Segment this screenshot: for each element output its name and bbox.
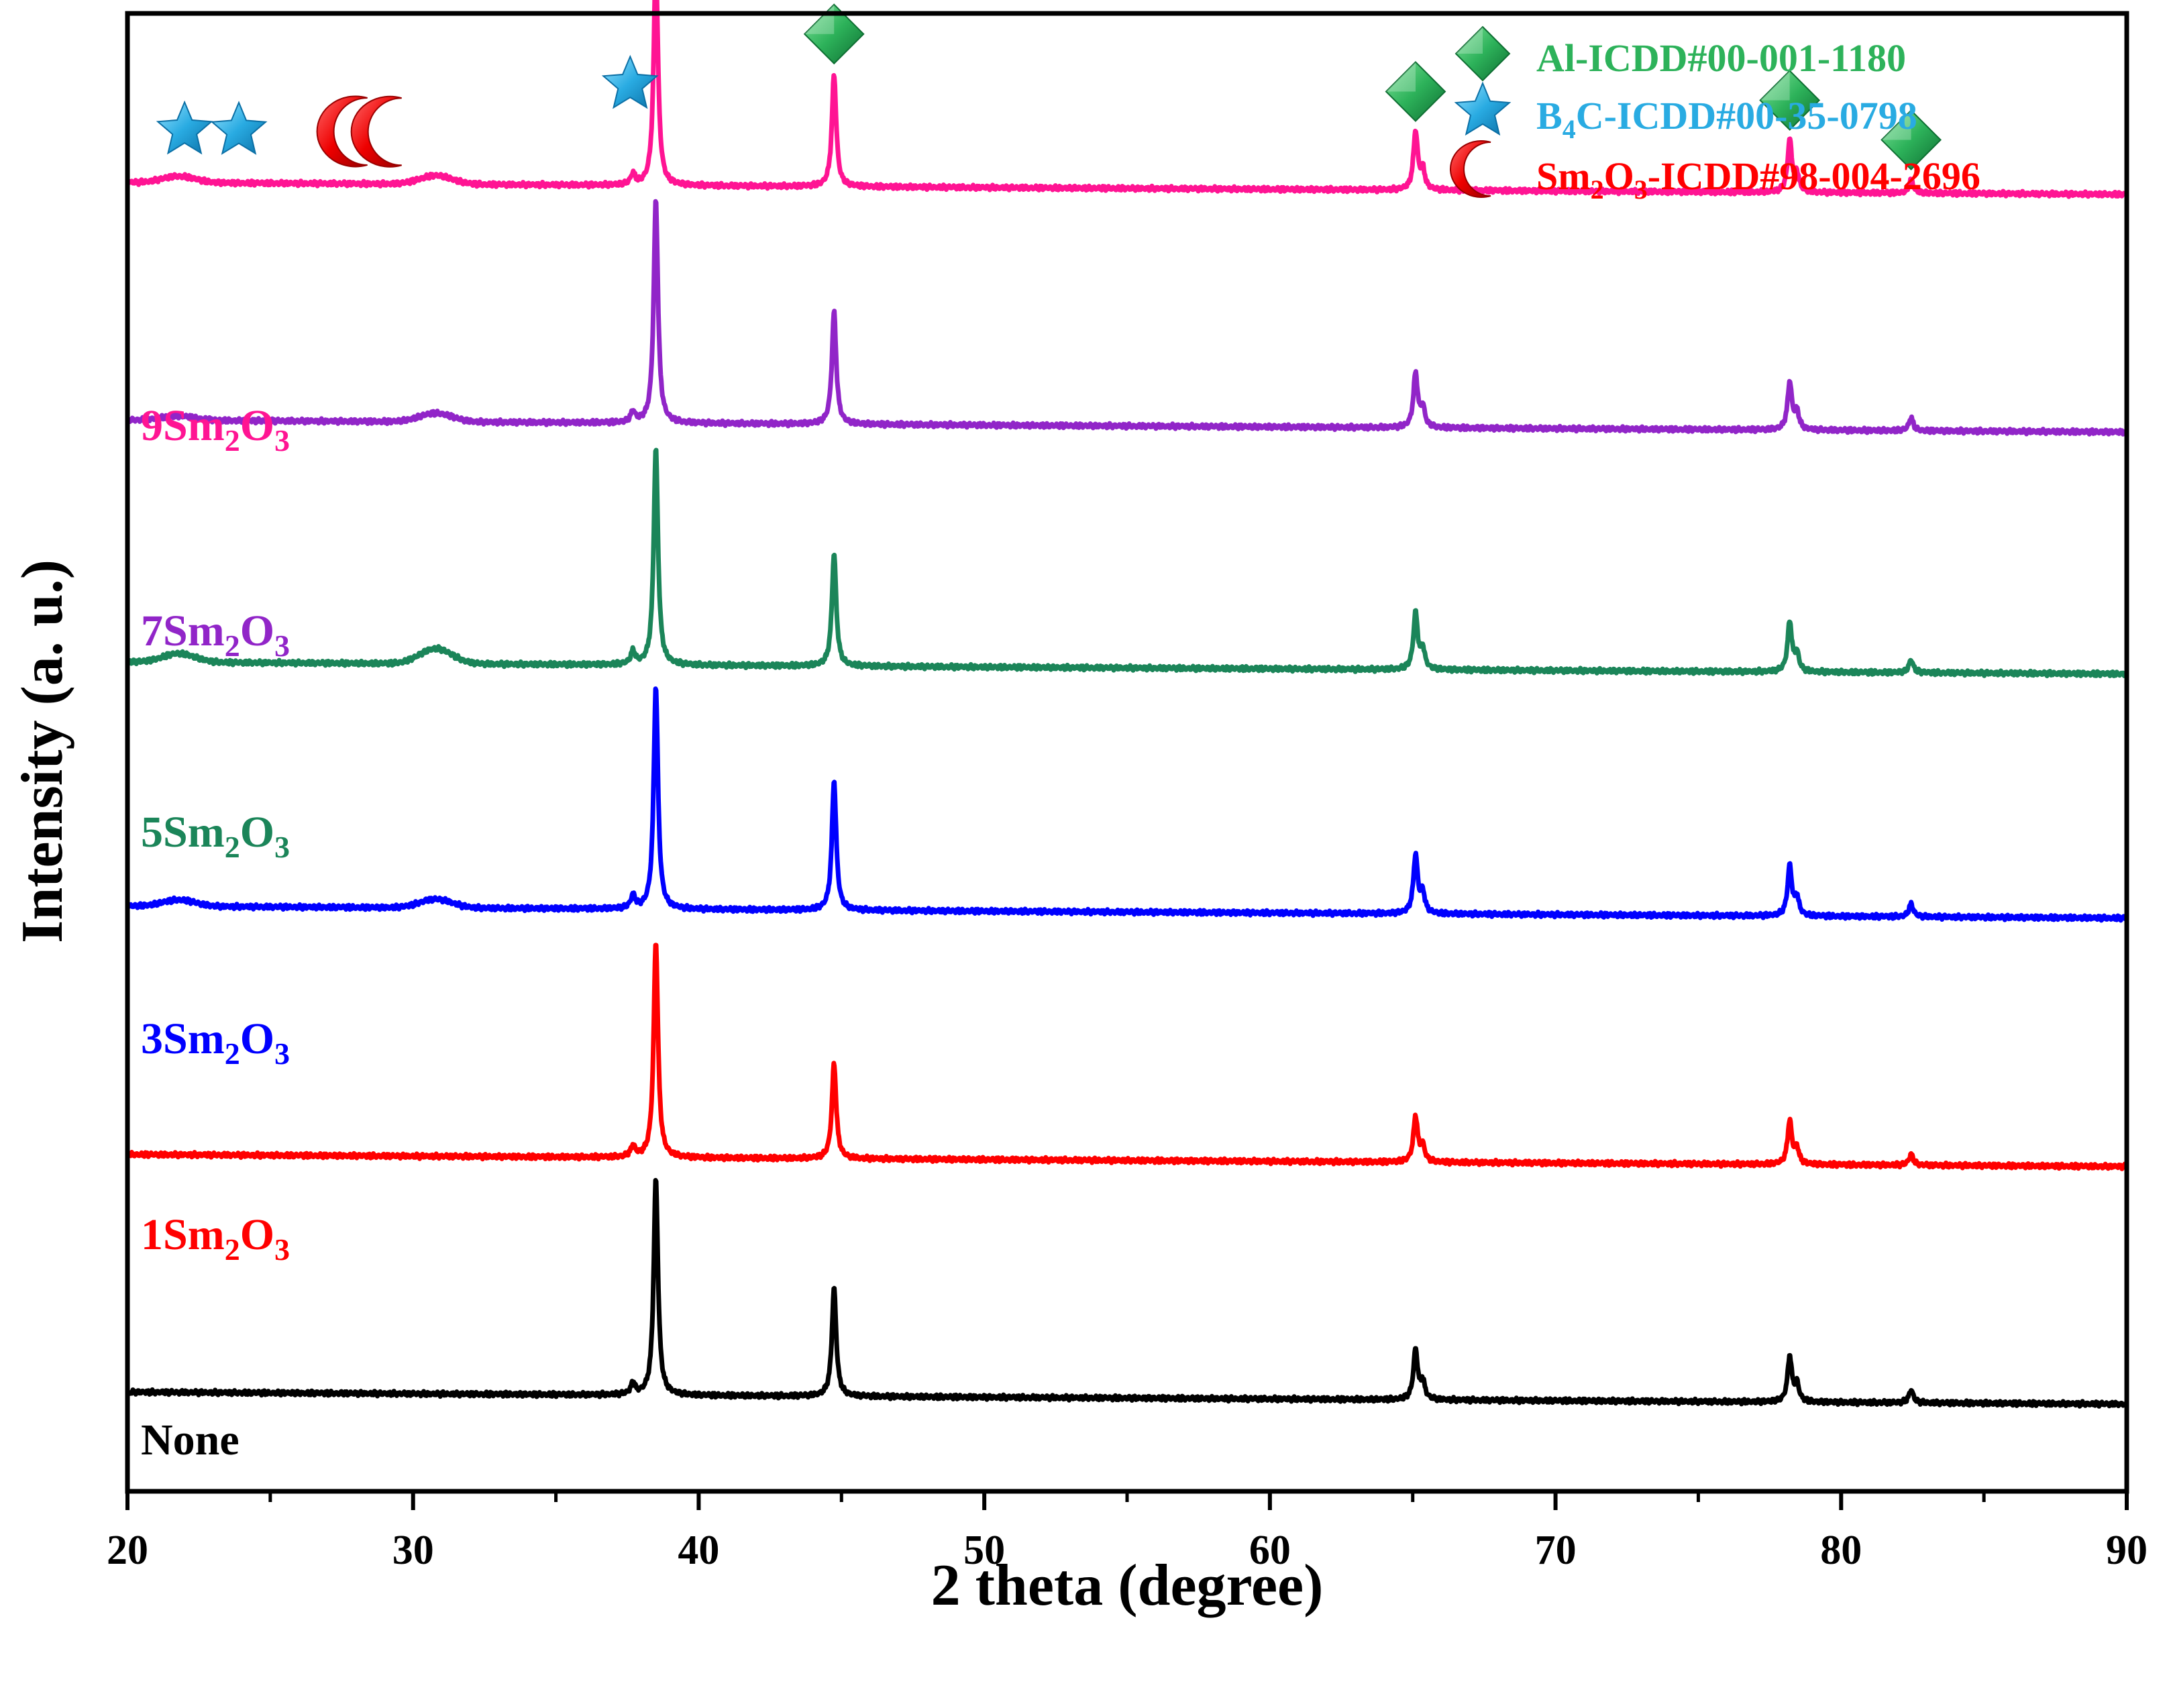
legend-entry-text: Sm2O3-ICDD#98-004-2696	[1536, 154, 1980, 205]
label-part: 5Sm	[141, 808, 225, 857]
label-part: 3Sm	[141, 1014, 225, 1063]
series-line-None	[126, 1177, 2127, 1409]
label-part: 2	[225, 629, 240, 663]
series-line-5Sm2O3	[127, 447, 2127, 678]
x-axis-label: 2 theta (degree)	[931, 1553, 1324, 1618]
label-part: 3	[274, 830, 290, 864]
legend-entry-text: Al-ICDD#00-001-1180	[1536, 36, 1906, 80]
series-line-7Sm2O3	[126, 199, 2128, 437]
x-tick-label: 80	[1820, 1528, 1862, 1573]
series-layer	[126, 0, 2128, 1409]
legend-text-part: B	[1536, 94, 1563, 138]
series-line-3Sm2O3	[127, 686, 2127, 923]
label-part: 2	[225, 423, 240, 458]
al-peak-marker-diamond-icon	[1881, 109, 1942, 170]
series-label-None: None	[141, 1416, 240, 1464]
legend-crescent-icon	[1450, 140, 1491, 198]
label-part: 3	[274, 629, 290, 663]
label-part: O	[240, 1210, 274, 1259]
x-axis: 20 30 40 50 60 70 80 90	[107, 1491, 2148, 1573]
label-part: 3	[274, 1232, 290, 1267]
marker-layer	[156, 3, 1942, 170]
label-part: 3	[274, 423, 290, 458]
legend-entry-text: B4C-ICDD#00-35-0798	[1536, 94, 1917, 144]
sm2o3-peak-marker-crescent-icon	[316, 95, 368, 168]
series-label-3Sm2O3: 3Sm2O3	[141, 1014, 290, 1071]
sm2o3-peak-marker-crescent-icon	[350, 95, 402, 168]
x-tick-label: 40	[678, 1528, 719, 1573]
series-line-9Sm2O3	[127, 0, 2127, 199]
series-label-9Sm2O3: 9Sm2O3	[141, 401, 290, 458]
x-tick-label: 50	[963, 1528, 1005, 1573]
label-part: 2	[225, 1232, 240, 1267]
legend-diamond-icon	[1454, 25, 1511, 82]
al-peak-marker-diamond-icon	[1385, 61, 1446, 122]
label-part: None	[141, 1416, 240, 1464]
b4c-peak-marker-star-icon	[210, 101, 268, 155]
x-tick-label: 20	[107, 1528, 148, 1573]
x-tick-label: 30	[392, 1528, 434, 1573]
x-tick-label: 70	[1535, 1528, 1577, 1573]
x-tick-label: 60	[1249, 1528, 1291, 1573]
legend: Al-ICDD#00-001-1180 B4C-ICDD#00-35-0798 Sm…	[1450, 25, 1980, 205]
label-part: O	[240, 401, 274, 450]
label-part: 9Sm	[141, 401, 225, 450]
legend-text-part: 4	[1563, 114, 1576, 144]
legend-text-part: O	[1604, 154, 1634, 198]
label-part: 2	[225, 830, 240, 864]
al-peak-marker-diamond-icon	[1759, 70, 1821, 131]
b4c-peak-marker-star-icon	[156, 100, 213, 155]
legend-text-part: -ICDD#98-004-2696	[1648, 154, 1980, 198]
y-axis-label: Intensity (a. u.)	[10, 559, 75, 943]
series-line-1Sm2O3	[126, 943, 2128, 1171]
legend-text-part: C-ICDD#00-35-0798	[1576, 94, 1917, 138]
b4c-peak-marker-star-icon	[601, 54, 659, 109]
label-part: 1Sm	[141, 1210, 225, 1259]
label-part: O	[240, 1014, 274, 1063]
series-label-5Sm2O3: 5Sm2O3	[141, 808, 290, 864]
series-label-7Sm2O3: 7Sm2O3	[141, 606, 290, 663]
series-label-1Sm2O3: 1Sm2O3	[141, 1210, 290, 1267]
label-part: 3	[274, 1036, 290, 1071]
legend-text-part: Al-ICDD#00-001-1180	[1536, 36, 1906, 80]
legend-text-part: 3	[1634, 174, 1648, 205]
label-part: O	[240, 808, 274, 857]
x-tick-label: 90	[2106, 1528, 2148, 1573]
label-part: 7Sm	[141, 606, 225, 655]
legend-text-part: 2	[1591, 174, 1604, 205]
legend-text-part: Sm	[1536, 154, 1591, 198]
label-part: 2	[225, 1036, 240, 1071]
legend-star-icon	[1454, 81, 1512, 136]
label-part: O	[240, 606, 274, 655]
